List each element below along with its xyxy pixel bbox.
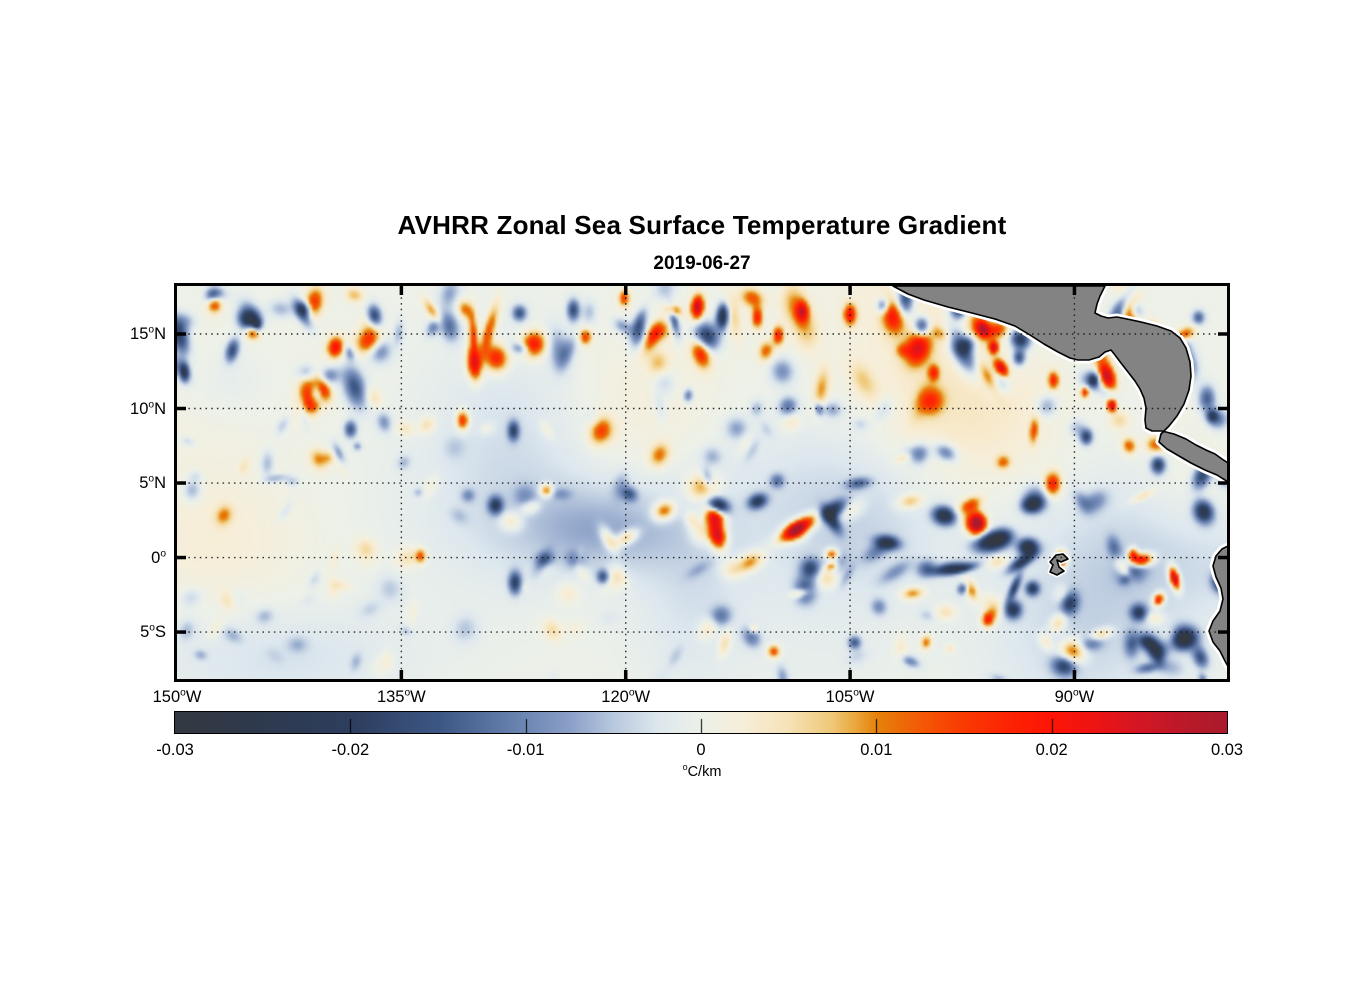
axis-tick-mark	[1218, 630, 1227, 634]
axis-tick-mark	[848, 286, 852, 295]
axis-tick-mark	[848, 670, 852, 679]
axis-tick-mark	[1218, 555, 1227, 560]
axis-tick-mark	[1218, 332, 1227, 336]
axis-tick-mark	[1072, 670, 1077, 679]
colorbar-unit-label: oC/km	[682, 762, 722, 780]
x-tick-label: 105oW	[825, 687, 875, 706]
x-tick-label: 150oW	[152, 687, 202, 706]
colorbar-tick-label: -0.01	[506, 741, 545, 759]
axis-tick-mark	[1218, 481, 1227, 485]
land-central-america	[892, 286, 1227, 483]
axis-tick-mark	[177, 630, 186, 634]
axis-tick-mark	[1072, 286, 1077, 295]
x-tick-label: 120oW	[601, 687, 651, 706]
colorbar-tick-label: 0.01	[860, 741, 893, 759]
chart-title: AVHRR Zonal Sea Surface Temperature Grad…	[397, 210, 1007, 240]
land-galapagos	[1049, 553, 1069, 576]
colorbar-gradient	[175, 712, 1227, 733]
y-tick-label: 5oS	[140, 622, 166, 642]
chart-subtitle: 2019-06-27	[653, 253, 751, 274]
map-plot-area	[174, 283, 1230, 682]
x-tick-label: 135oW	[376, 687, 426, 706]
land-overlay	[889, 286, 1227, 672]
colorbar-tick-label: 0.02	[1035, 741, 1068, 759]
axis-tick-mark	[177, 332, 186, 336]
colorbar-tick-label: -0.03	[156, 741, 194, 759]
colorbar-tick-label: 0.03	[1210, 741, 1244, 759]
colorbar-tick-label: 0	[696, 741, 706, 759]
land-south-america	[1208, 545, 1227, 667]
x-tick-label: 90oW	[1054, 687, 1095, 706]
axis-tick-mark	[623, 286, 628, 295]
axis-tick-mark	[177, 406, 186, 411]
y-tick-label: 15oN	[130, 324, 166, 343]
axis-tick-mark	[399, 670, 404, 679]
axis-tick-mark	[623, 670, 628, 679]
colorbar-tick-label: -0.02	[331, 741, 370, 759]
colorbar	[174, 711, 1228, 734]
axis-tick-mark	[1218, 406, 1227, 411]
axis-tick-mark	[177, 481, 186, 485]
axis-tick-mark	[399, 286, 404, 295]
y-tick-label: 0o	[151, 548, 166, 567]
y-tick-label: 10oN	[130, 399, 166, 418]
axis-tick-mark	[177, 555, 186, 560]
grid-and-ticks-overlay	[177, 286, 1227, 679]
y-tick-label: 5oN	[139, 473, 166, 493]
